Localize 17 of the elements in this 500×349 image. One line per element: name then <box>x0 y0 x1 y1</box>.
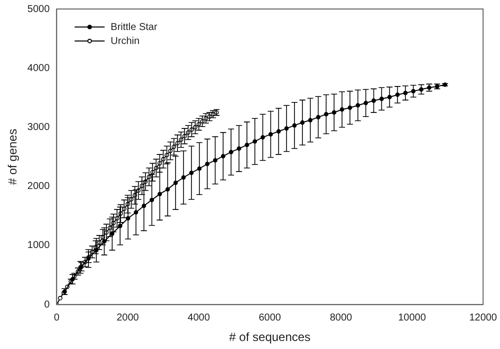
y-tick-label: 1000 <box>27 240 50 252</box>
y-tick-label: 2000 <box>27 181 50 192</box>
x-tick-label: 2000 <box>116 312 140 324</box>
y-tick-label: 3000 <box>27 122 50 133</box>
y-tick-label: 0 <box>44 299 50 310</box>
x-axis-title: # of sequences <box>229 330 311 344</box>
x-tick-label: 12000 <box>469 312 498 324</box>
x-tick-label: 10000 <box>398 312 426 324</box>
legend-label: Urchin <box>110 36 140 47</box>
y-axis-title: # of genes <box>6 128 20 185</box>
x-tick-label: 6000 <box>258 312 282 324</box>
x-tick-label: 4000 <box>188 312 210 324</box>
y-tick-label: 5000 <box>27 4 50 15</box>
x-tick-label: 0 <box>54 312 60 324</box>
legend-label: Brittle Star <box>110 22 158 33</box>
y-tick-label: 4000 <box>27 62 50 74</box>
x-tick-label: 8000 <box>330 312 353 324</box>
